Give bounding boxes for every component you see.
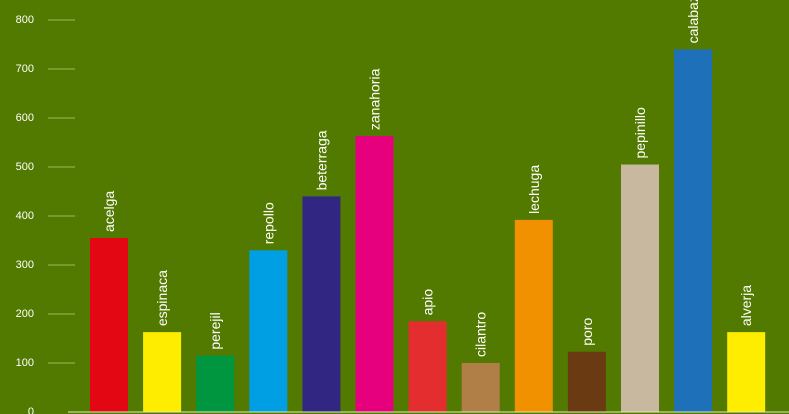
category-label-lechuga: lechuga bbox=[526, 165, 542, 214]
gridlines bbox=[48, 19, 75, 364]
bar-apio bbox=[408, 321, 447, 412]
category-label-alverja: alverja bbox=[738, 285, 754, 326]
y-tick-label: 700 bbox=[16, 63, 34, 75]
bar-pepinillo bbox=[621, 164, 659, 412]
y-tick-label: 500 bbox=[16, 161, 34, 173]
bar-repollo bbox=[249, 250, 288, 412]
category-label-acelga: acelga bbox=[101, 191, 117, 232]
y-tick-label: 300 bbox=[16, 259, 34, 271]
category-label-perejil: perejil bbox=[207, 312, 223, 349]
bar-poro bbox=[567, 351, 606, 412]
y-tick-label: 400 bbox=[16, 210, 34, 222]
bar-alverja bbox=[727, 332, 766, 412]
category-label-cilantro: cilantro bbox=[473, 312, 489, 357]
bar-zanahoria bbox=[355, 136, 394, 412]
bar-perejil bbox=[196, 355, 235, 412]
category-label-zanahoria: zanahoria bbox=[367, 68, 383, 130]
category-label-beterraga: beterraga bbox=[313, 130, 329, 190]
y-tick-label: 800 bbox=[16, 14, 34, 26]
bar-beterraga bbox=[302, 196, 341, 412]
category-label-calabaza: calabaza bbox=[685, 0, 701, 43]
y-axis-ticks: 0 100 200 300 400 500 600 700 800 bbox=[16, 14, 34, 414]
category-label-repollo: repollo bbox=[260, 202, 276, 244]
y-tick-label: 100 bbox=[16, 357, 34, 369]
y-tick-label: 200 bbox=[16, 308, 34, 320]
category-label-apio: apio bbox=[420, 289, 436, 316]
category-label-poro: poro bbox=[579, 317, 595, 345]
category-label-pepinillo: pepinillo bbox=[632, 107, 648, 159]
y-tick-label: 600 bbox=[16, 112, 34, 124]
bar-lechuga bbox=[514, 219, 553, 412]
bars bbox=[90, 49, 766, 413]
bar-cilantro bbox=[461, 363, 500, 412]
category-label-espinaca: espinaca bbox=[154, 270, 170, 326]
y-tick-label: 0 bbox=[28, 406, 34, 414]
category-labels: acelga espinaca perejil repollo beterraga zan… bbox=[101, 0, 754, 357]
bar-acelga bbox=[90, 238, 128, 412]
bar-espinaca bbox=[143, 332, 182, 412]
bar-calabaza bbox=[674, 49, 713, 413]
